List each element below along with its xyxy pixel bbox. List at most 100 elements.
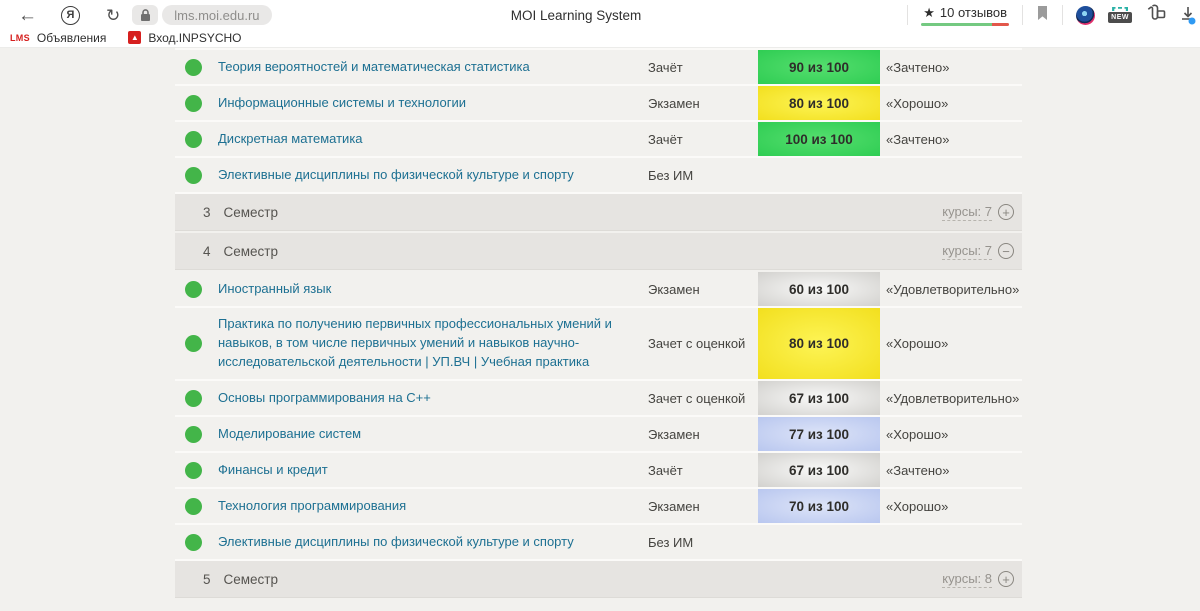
yandex-browser-icon[interactable]: Я [61,5,80,25]
semester-number: 3 [203,204,211,220]
address-bar[interactable]: lms.moi.edu.ru [162,5,272,25]
control-type: Зачёт [648,131,683,147]
bookmarks-bar: LMS Объявления ▲ Вход.INPSYCHO [0,30,1200,48]
semester-label: Семестр [223,571,279,587]
semester-row: 5 Семестр курсы: 8 + [175,561,1022,598]
refresh-icon[interactable]: ↻ [106,5,121,25]
bookmark-flag-icon[interactable] [1036,5,1049,26]
course-row: Финансы и кредит Зачёт 67 из 100 «Зачтен… [175,453,1022,489]
score-value: 67 из 100 [788,462,850,478]
downloads-icon[interactable] [1180,5,1196,25]
score-value: 90 из 100 [788,59,850,75]
rating-bar [921,22,1010,26]
score-value: 80 из 100 [788,336,850,351]
semester-row: 3 Семестр курсы: 7 + [175,194,1022,231]
url-text: lms.moi.edu.ru [174,7,260,23]
course-status-icon [185,461,202,479]
control-type: Зачёт [648,462,683,478]
course-link[interactable]: Финансы и кредит [218,461,328,477]
course-link[interactable]: Основы программирования на C++ [218,389,431,405]
course-link[interactable]: Элективные дисциплины по физической куль… [218,166,574,182]
score-cell: 67 из 100 [758,381,880,415]
control-type: Экзамен [648,426,700,442]
course-row: Информационные системы и технологии Экза… [175,86,1022,122]
control-type: Зачёт [648,59,683,75]
courses-link[interactable]: курсы: 7 [942,242,992,260]
course-status-icon [185,335,202,352]
courses-link[interactable]: курсы: 7 [942,203,992,221]
score-value: 100 из 100 [785,131,853,147]
course-status-icon [185,425,202,443]
semester-label: Семестр [223,204,279,220]
grade-value: «Удовлетворительно» [886,281,1020,297]
course-row: Элективные дисциплины по физической куль… [175,525,1022,561]
course-link[interactable]: Теория вероятностей и математическая ста… [218,58,530,74]
grade-value: «Зачтено» [886,131,950,147]
course-status-icon [185,58,202,76]
bookmark-item-lms[interactable]: LMS Объявления [10,30,107,45]
course-link[interactable]: Элективные дисциплины по физической куль… [218,533,574,549]
browser-toolbar: ← Я ↻ lms.moi.edu.ru MOI Learning System… [0,0,1200,30]
expand-icon[interactable]: + [998,204,1014,220]
course-link[interactable]: Практика по получению первичных професси… [218,316,612,369]
course-row: Технология программирования Экзамен 70 и… [175,489,1022,525]
score-cell: 80 из 100 [758,308,880,379]
course-status-icon [185,94,202,112]
grade-value: «Зачтено» [886,462,950,478]
grade-value: «Зачтено» [886,59,950,75]
new-extension-icon[interactable]: NEW [1108,7,1132,23]
score-value: 60 из 100 [788,281,850,297]
course-link[interactable]: Технология программирования [218,497,407,513]
toolbar-divider [1062,5,1064,25]
course-link[interactable]: Моделирование систем [218,425,362,441]
course-row: Элективные дисциплины по физической куль… [175,158,1022,194]
score-cell: 77 из 100 [758,417,880,451]
score-cell: 60 из 100 [758,272,880,306]
score-value: 80 из 100 [788,95,850,111]
star-icon: ★ [923,4,935,20]
back-icon[interactable]: ← [18,4,37,26]
semester-label: Семестр [223,243,279,259]
score-value: 77 из 100 [788,426,850,442]
grade-value: «Хорошо» [886,95,949,111]
semester-number: 5 [203,571,211,587]
course-status-icon [185,166,202,184]
ssl-lock-icon[interactable] [132,5,159,25]
score-cell: 70 из 100 [758,489,880,523]
grades-table: Теория вероятностей и математическая ста… [175,48,1022,600]
course-status-icon [185,130,202,148]
course-row: Дискретная математика Зачёт 100 из 100 «… [175,122,1022,158]
control-type: Зачет с оценкой [648,336,746,351]
semester-row: 4 Семестр курсы: 7 − [175,233,1022,270]
score-cell [758,158,880,192]
extension-lens-icon[interactable] [1076,5,1096,25]
expand-icon[interactable]: + [998,571,1014,587]
control-type: Экзамен [648,498,700,514]
collections-icon[interactable] [1145,4,1167,27]
course-row: Теория вероятностей и математическая ста… [175,50,1022,86]
course-link[interactable]: Дискретная математика [218,130,363,146]
semester-number: 4 [203,243,211,259]
grade-value: «Удовлетворительно» [886,390,1020,406]
score-value: 67 из 100 [788,390,850,406]
courses-link[interactable]: курсы: 8 [942,570,992,588]
site-reviews-button[interactable]: ★ 10 отзывов [921,4,1010,26]
course-link[interactable]: Иностранный язык [218,280,332,296]
control-type: Без ИМ [648,167,694,183]
course-link[interactable]: Информационные системы и технологии [218,94,466,110]
course-status-icon [185,280,202,298]
bookmark-item-inpsycho[interactable]: ▲ Вход.INPSYCHO [128,31,242,45]
lms-logo-icon: LMS [10,32,30,43]
score-cell: 90 из 100 [758,50,880,84]
score-cell [758,525,880,559]
score-cell: 67 из 100 [758,453,880,487]
course-row: Моделирование систем Экзамен 77 из 100 «… [175,417,1022,453]
course-row: Практика по получению первичных професси… [175,308,1022,381]
course-status-icon [185,389,202,407]
toolbar-divider [1022,5,1024,25]
control-type: Зачет с оценкой [648,390,746,406]
course-row: Иностранный язык Экзамен 60 из 100 «Удов… [175,272,1022,308]
toolbar-divider [907,5,909,25]
grade-value: «Хорошо» [886,426,949,442]
collapse-icon[interactable]: − [998,243,1014,259]
